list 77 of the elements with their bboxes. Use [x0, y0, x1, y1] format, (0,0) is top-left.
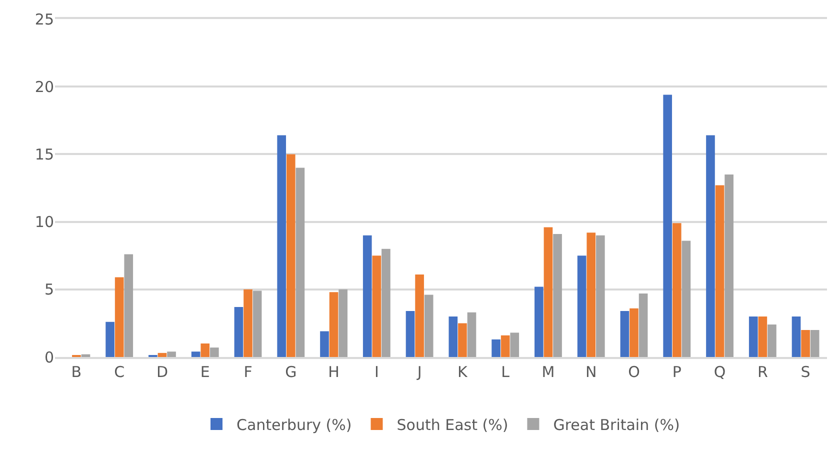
bar: [500, 335, 510, 357]
bar: [801, 330, 810, 357]
x-tick-label: D: [156, 363, 168, 381]
bar: [167, 352, 176, 357]
x-tick-label: B: [71, 363, 82, 381]
bar: [362, 235, 372, 357]
bar: [244, 289, 252, 357]
x-tick-label: H: [328, 363, 340, 381]
x-tick-label: R: [757, 363, 768, 381]
x-tick-label: J: [416, 363, 422, 381]
bar: [577, 256, 586, 357]
bar: [620, 311, 630, 357]
bar: [415, 274, 424, 357]
bar: [534, 286, 544, 357]
bar: [638, 293, 648, 357]
legend-label: South East (%): [396, 416, 508, 434]
x-tick-label: I: [374, 363, 379, 381]
bar: [338, 289, 348, 357]
x-tick-label: E: [200, 363, 210, 381]
bar: [768, 324, 776, 357]
x-tick-label: S: [800, 363, 810, 381]
x-tick-label: F: [244, 363, 252, 381]
bar: [467, 312, 476, 357]
x-tick-label: M: [542, 363, 555, 381]
legend-label: Great Britain (%): [553, 416, 680, 434]
y-tick-label: 20: [34, 78, 54, 96]
bar: [286, 154, 296, 357]
bar: [492, 339, 500, 357]
bar: [706, 135, 715, 357]
bar: [106, 322, 114, 357]
bar: [124, 254, 134, 357]
x-tick-label: C: [114, 363, 125, 381]
legend-label: Canterbury (%): [236, 416, 352, 434]
bar: [200, 343, 210, 357]
bar: [296, 168, 305, 357]
bar: [810, 330, 820, 357]
bar: [553, 234, 562, 357]
bar: [406, 311, 415, 357]
bar: [320, 331, 329, 357]
bar: [758, 316, 768, 357]
bar: [252, 290, 262, 357]
bar: [448, 316, 458, 357]
bar: [158, 352, 167, 357]
bar: [544, 227, 553, 357]
bar: [682, 240, 691, 357]
bar: [210, 348, 219, 357]
bar: [372, 256, 382, 357]
x-tick-label: N: [585, 363, 597, 381]
bar: [458, 323, 467, 357]
bar: [114, 277, 124, 357]
bar: [748, 316, 758, 357]
x-tick-label: G: [285, 363, 297, 381]
bar: [792, 316, 801, 357]
x-tick-label: O: [628, 363, 640, 381]
bar: [510, 332, 520, 357]
x-tick-label: L: [501, 363, 510, 381]
bar: [277, 135, 286, 357]
bar: [329, 292, 338, 357]
bar: [672, 223, 682, 357]
y-tick-label: 15: [34, 145, 54, 164]
bar: [586, 232, 596, 357]
bar: [596, 235, 605, 357]
x-tick-label: K: [458, 363, 469, 381]
bar: [382, 248, 390, 357]
bar: [724, 174, 734, 357]
y-tick-label: 0: [44, 348, 54, 366]
bar: [191, 352, 200, 357]
y-tick-label: 25: [34, 10, 54, 28]
y-tick-label: 10: [34, 213, 54, 232]
bar: [715, 185, 724, 357]
y-tick-label: 5: [44, 280, 54, 299]
bar: [663, 94, 672, 357]
x-tick-label: Q: [714, 363, 726, 381]
bar: [234, 306, 244, 357]
x-tick-label: P: [672, 363, 682, 381]
bar: [630, 308, 638, 357]
bar: [424, 294, 434, 357]
